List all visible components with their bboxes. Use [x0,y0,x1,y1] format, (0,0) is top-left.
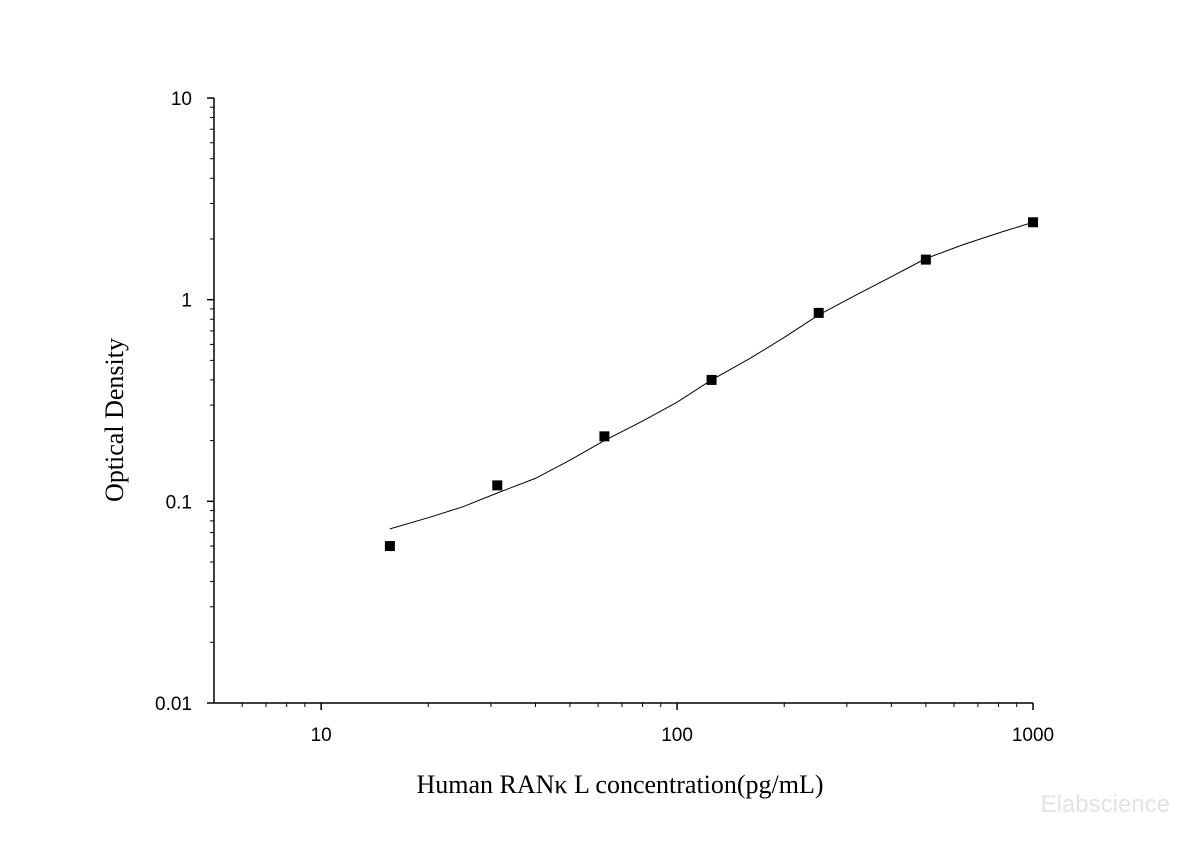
data-point [492,480,503,491]
x-tick-label: 10 [311,725,332,746]
data-point [813,307,824,318]
y-tick-label: 0.01 [155,694,192,715]
y-axis-title: Optical Density [100,338,129,502]
data-points [384,217,1038,552]
watermark: Elabscience [1041,791,1170,818]
y-tick-label: 1 [181,291,192,312]
plot-area: 0.01 0.1 1 10 10 100 1000 [155,89,1054,746]
x-axis-title: Human RANκ L concentration(pg/mL) [416,770,823,799]
x-axis-ticks: 10 100 1000 [241,703,1054,746]
x-tick-label: 100 [661,725,693,746]
y-axis-ticks: 0.01 0.1 1 10 [155,89,214,715]
y-tick-label: 10 [171,89,192,110]
x-tick-label: 1000 [1012,725,1054,746]
y-tick-label: 0.1 [166,492,192,513]
data-point [1028,217,1038,228]
data-point [384,541,395,552]
data-point [599,431,610,442]
data-point [920,254,931,265]
data-point [706,374,717,385]
